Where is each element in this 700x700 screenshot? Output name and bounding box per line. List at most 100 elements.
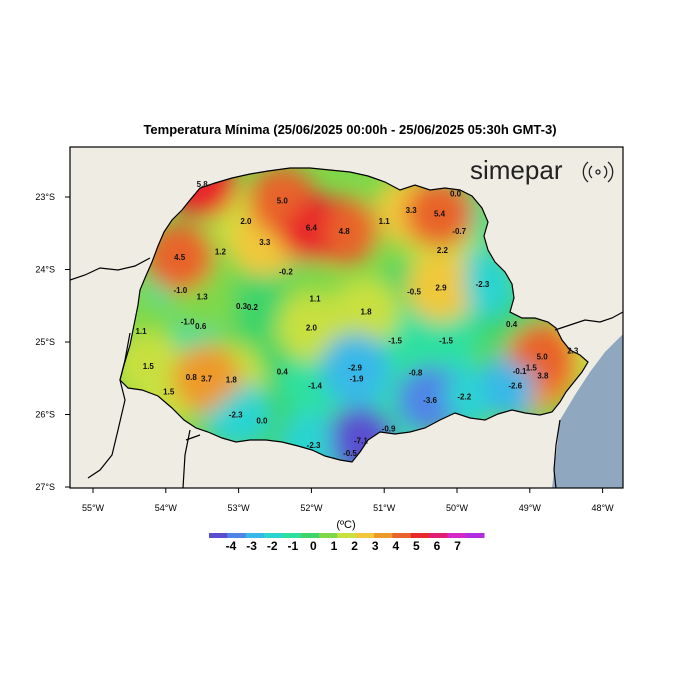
colorbar-tick-label: 2: [351, 539, 358, 553]
field-core: [495, 365, 536, 406]
station-value: -1.9: [350, 374, 364, 383]
station-value: 4.8: [339, 227, 351, 236]
lon-tick-label: 55°W: [82, 503, 105, 513]
colorbar-swatch: [227, 533, 247, 538]
station-value: 2.9: [435, 284, 447, 293]
station-value: -1.5: [439, 337, 453, 346]
station-value: -7.1: [354, 437, 368, 446]
station-value: -0.1: [513, 367, 527, 376]
station-value: -0.5: [343, 449, 357, 458]
border-south-2: [185, 434, 201, 441]
station-value: -0.5: [407, 287, 421, 296]
station-value: 1.3: [197, 292, 209, 301]
station-value: 0.4: [506, 320, 518, 329]
colorbar-swatch: [410, 533, 430, 538]
station-value: -0.7: [452, 227, 466, 236]
station-value: 1.1: [309, 295, 321, 304]
colorbar: [209, 533, 485, 538]
colorbar-swatch: [392, 533, 412, 538]
station-value: 1.1: [135, 327, 147, 336]
border-west-south: [87, 332, 131, 479]
field-core: [522, 336, 563, 377]
field-core: [324, 211, 365, 252]
lat-tick-label: 27°S: [35, 482, 55, 492]
lat-tick-label: 24°S: [35, 265, 55, 275]
colorbar-tick-label: -2: [267, 539, 278, 553]
station-value: 5.4: [434, 210, 446, 219]
station-value: 2.0: [240, 217, 252, 226]
station-value: 0.0: [256, 416, 268, 425]
map-title: Temperatura Mínima (25/06/2025 00:00h - …: [143, 122, 557, 137]
field-cell: [172, 344, 241, 413]
colorbar-swatch: [282, 533, 302, 538]
station-value: 1.5: [163, 387, 175, 396]
station-value: 1.8: [360, 308, 372, 317]
station-value: -1.0: [181, 318, 195, 327]
field-core: [215, 394, 256, 435]
station-value: 5.8: [197, 180, 209, 189]
station-value: 1.5: [526, 363, 538, 372]
brand-logo-text: simepar: [470, 155, 563, 185]
colorbar-swatch: [374, 533, 393, 538]
signal-logo-icon: [582, 161, 614, 183]
station-value: 3.8: [537, 371, 549, 380]
station-value: 0.8: [186, 373, 198, 382]
lat-tick-label: 25°S: [35, 337, 55, 347]
field-core: [159, 237, 200, 278]
longitude-axis: 55°W 54°W 53°W 52°W 51°W 50°W 49°W 48°W: [82, 488, 614, 513]
lon-tick-label: 53°W: [228, 503, 251, 513]
station-value: 0.3: [236, 302, 248, 311]
station-value: 1.2: [215, 247, 227, 256]
station-value: -2.2: [457, 392, 471, 401]
station-value: -2.3: [476, 280, 490, 289]
colorbar-tick-label: -3: [246, 539, 257, 553]
lon-tick-label: 49°W: [519, 503, 542, 513]
map-frame: [69, 146, 624, 489]
station-value: 0.0: [450, 189, 462, 198]
colorbar-tick-label: 5: [413, 539, 420, 553]
field-core: [291, 207, 332, 248]
colorbar-tick-label: 1: [331, 539, 338, 553]
state-border-parana: [119, 167, 589, 463]
colorbar-swatch: [319, 533, 338, 538]
latitude-axis: 23°S 24°S 25°S 26°S 27°S: [35, 192, 70, 492]
colorbar-tick-label: 7: [454, 539, 461, 553]
station-value: -2.6: [508, 382, 522, 391]
colorbar-swatch: [465, 533, 485, 538]
field-core: [462, 264, 503, 304]
station-value: -1.4: [308, 382, 322, 391]
lon-tick-label: 51°W: [373, 503, 396, 513]
colorbar-swatch: [337, 533, 357, 538]
colorbar-swatch: [429, 533, 448, 538]
border-south: [182, 429, 191, 488]
station-value: 4.5: [174, 253, 186, 262]
lat-tick-label: 26°S: [35, 410, 55, 420]
colorbar-swatch: [264, 533, 283, 538]
colorbar-tick-label: -4: [226, 539, 237, 553]
station-values: 5.8 5.0 2.0 6.4 4.8 1.1 3.3 5.4 0.0 -0.7 3.3 1.2 4.5…: [135, 180, 578, 458]
field-core: [410, 380, 451, 420]
field-cell: [332, 277, 400, 346]
ocean-area: [552, 334, 623, 488]
station-value: 5.0: [277, 197, 289, 206]
station-value: 3.3: [259, 238, 271, 247]
boundaries: [70, 167, 623, 488]
station-value: -2.3: [229, 411, 243, 420]
colorbar-tick-label: 3: [372, 539, 379, 553]
station-value: -2.9: [348, 363, 362, 372]
station-value: 0.2: [247, 303, 259, 312]
station-value: 1.5: [143, 362, 155, 371]
station-value: 2.3: [567, 347, 579, 356]
station-value: -1.0: [173, 286, 187, 295]
field-cell: [406, 253, 475, 322]
station-value: 2.0: [306, 324, 318, 333]
field-core: [335, 347, 376, 388]
colorbar-labels: -4 -3 -2 -1 0 1 2 3 4 5 6 7: [226, 539, 462, 553]
lon-tick-label: 54°W: [155, 503, 178, 513]
station-value: 1.1: [379, 217, 391, 226]
colorbar-swatch: [209, 533, 228, 538]
colorbar-tick-label: 6: [434, 539, 441, 553]
field-cell: [277, 293, 346, 362]
station-value: 2.2: [437, 246, 449, 255]
